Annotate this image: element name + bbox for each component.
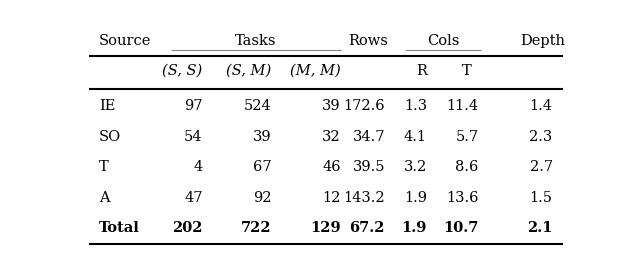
Text: 54: 54 <box>184 130 203 144</box>
Text: T: T <box>99 160 109 174</box>
Text: 3.2: 3.2 <box>404 160 427 174</box>
Text: 11.4: 11.4 <box>446 99 479 113</box>
Text: 47: 47 <box>184 191 203 205</box>
Text: 4: 4 <box>193 160 203 174</box>
Text: 172.6: 172.6 <box>343 99 385 113</box>
Text: 1.9: 1.9 <box>404 191 427 205</box>
Text: Cols: Cols <box>427 34 459 48</box>
Text: 34.7: 34.7 <box>352 130 385 144</box>
Text: 97: 97 <box>184 99 203 113</box>
Text: 2.3: 2.3 <box>529 130 553 144</box>
Text: 39: 39 <box>253 130 272 144</box>
Text: 46: 46 <box>322 160 341 174</box>
Text: (S, S): (S, S) <box>162 64 203 78</box>
Text: 722: 722 <box>241 221 272 236</box>
Text: Total: Total <box>99 221 140 236</box>
Text: Depth: Depth <box>520 34 565 48</box>
Text: 67.2: 67.2 <box>350 221 385 236</box>
Text: 2.1: 2.1 <box>527 221 553 236</box>
Text: 524: 524 <box>244 99 272 113</box>
Text: SO: SO <box>99 130 121 144</box>
Text: 1.3: 1.3 <box>404 99 427 113</box>
Text: Source: Source <box>99 34 151 48</box>
Text: (M, M): (M, M) <box>290 64 341 78</box>
Text: Rows: Rows <box>348 34 388 48</box>
Text: T: T <box>462 64 471 78</box>
Text: 39: 39 <box>322 99 341 113</box>
Text: R: R <box>417 64 427 78</box>
Text: 4.1: 4.1 <box>404 130 427 144</box>
Text: 1.9: 1.9 <box>401 221 427 236</box>
Text: (S, M): (S, M) <box>226 64 272 78</box>
Text: 1.5: 1.5 <box>530 191 553 205</box>
Text: 39.5: 39.5 <box>352 160 385 174</box>
Text: 1.4: 1.4 <box>530 99 553 113</box>
Text: 5.7: 5.7 <box>455 130 479 144</box>
Text: 12: 12 <box>322 191 341 205</box>
Text: 10.7: 10.7 <box>443 221 479 236</box>
Text: Tasks: Tasks <box>235 34 277 48</box>
Text: 129: 129 <box>310 221 341 236</box>
Text: 143.2: 143.2 <box>343 191 385 205</box>
Text: IE: IE <box>99 99 116 113</box>
Text: 92: 92 <box>253 191 272 205</box>
Text: 32: 32 <box>322 130 341 144</box>
Text: 202: 202 <box>172 221 203 236</box>
Text: 2.7: 2.7 <box>530 160 553 174</box>
Text: A: A <box>99 191 110 205</box>
Text: 13.6: 13.6 <box>446 191 479 205</box>
Text: 8.6: 8.6 <box>455 160 479 174</box>
Text: 67: 67 <box>253 160 272 174</box>
